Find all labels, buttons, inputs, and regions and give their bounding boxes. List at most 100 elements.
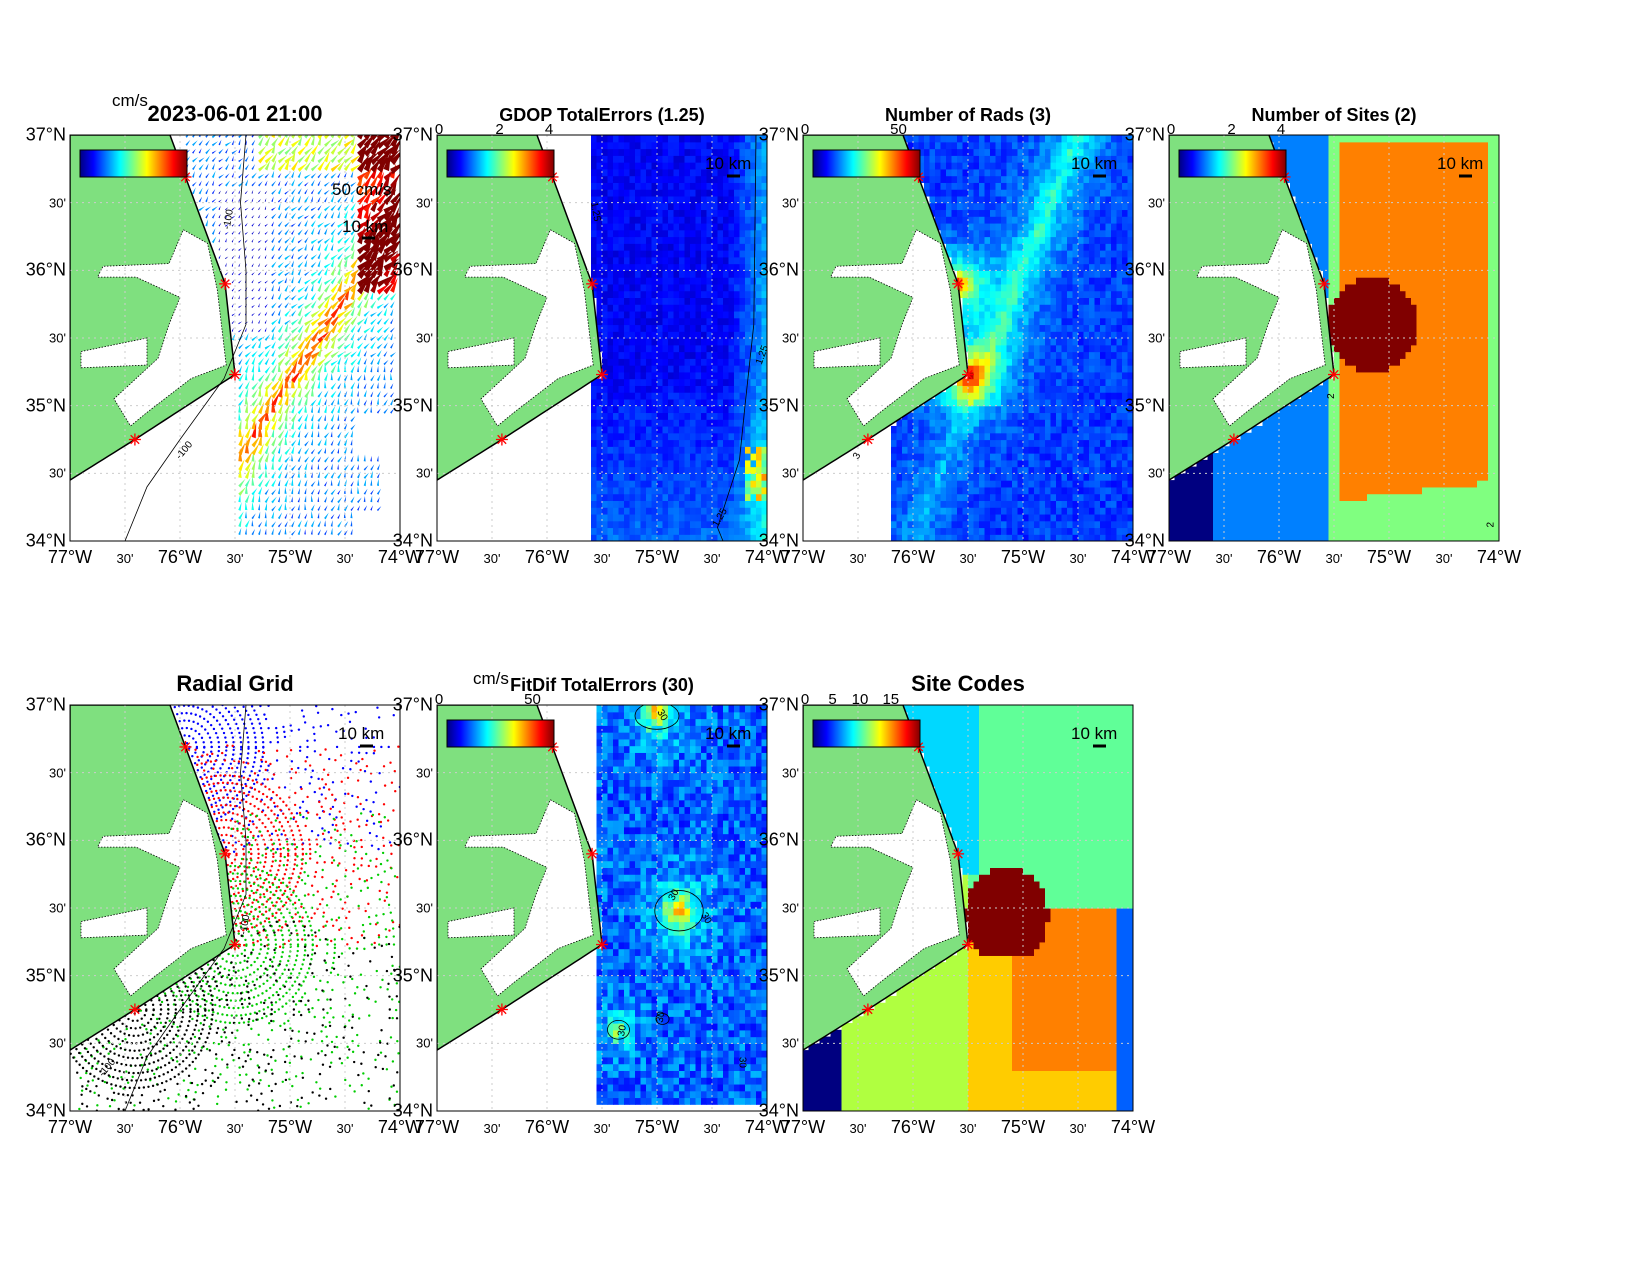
grid-cell — [662, 317, 669, 326]
grid-cell — [1006, 304, 1013, 312]
current-vector — [330, 360, 339, 366]
grid-cell — [602, 385, 609, 393]
grid-cell — [951, 155, 958, 163]
colorbar[interactable] — [79, 149, 188, 178]
current-vector — [350, 398, 353, 405]
grid-cell — [896, 486, 903, 495]
grid-cell — [1023, 473, 1030, 481]
grid-cell — [1050, 338, 1057, 346]
grid-cell — [979, 480, 986, 488]
grid-cell — [668, 162, 675, 170]
current-vector — [304, 135, 309, 139]
grid-cell — [990, 446, 997, 454]
grid-cell — [712, 256, 719, 265]
grid-cell — [1012, 317, 1019, 326]
current-vector — [350, 424, 356, 431]
grid-cell — [1072, 344, 1079, 353]
grid-cell — [995, 473, 1002, 481]
grid-cell — [946, 486, 953, 495]
grid-cell — [756, 216, 763, 224]
grid-cell — [651, 162, 658, 170]
grid-cell — [701, 534, 708, 541]
grid-cell — [624, 371, 631, 380]
grid-cell — [984, 405, 991, 414]
grid-cell — [1050, 148, 1057, 156]
grid-cell — [929, 520, 936, 529]
grid-cell — [1017, 135, 1024, 136]
grid-cell — [591, 195, 598, 204]
grid-cell — [662, 527, 669, 535]
grid-cell — [701, 250, 708, 258]
grid-cell — [1028, 182, 1035, 190]
grid-cell — [1050, 378, 1057, 386]
grid-cell — [717, 365, 724, 373]
grid-cell — [929, 500, 936, 508]
grid-cell — [635, 392, 642, 400]
grid-cell — [657, 297, 664, 305]
grid-cell — [896, 473, 903, 481]
grid-cell — [979, 466, 986, 474]
grid-cell — [662, 459, 669, 468]
current-vector — [337, 228, 343, 236]
grid-cell — [929, 195, 936, 204]
grid-cell — [596, 466, 603, 474]
lon-tick-label: 75°W — [634, 547, 680, 567]
grid-cell — [1061, 358, 1068, 366]
grid-cell — [706, 162, 713, 170]
grid-cell — [679, 216, 686, 224]
colorbar[interactable] — [446, 149, 555, 178]
current-vector — [271, 196, 274, 203]
grid-cell — [756, 202, 763, 211]
grid-cell — [962, 283, 969, 292]
grid-cell — [973, 236, 980, 244]
grid-cell — [646, 195, 653, 204]
grid-cell — [973, 155, 980, 163]
grid-cell — [957, 263, 964, 271]
grid-cell — [723, 412, 730, 420]
grid-cell — [673, 141, 680, 150]
grid-cell — [1045, 365, 1052, 373]
grid-cell — [1023, 534, 1030, 541]
current-vector — [192, 148, 196, 154]
current-vector — [350, 315, 358, 326]
current-vector — [238, 162, 242, 170]
current-vector — [258, 478, 264, 488]
grid-cell — [635, 283, 642, 292]
grid-cell — [1039, 338, 1046, 346]
grid-cell — [640, 520, 647, 529]
grid-cell — [668, 371, 675, 380]
current-vector — [330, 463, 333, 470]
grid-cell — [1006, 344, 1013, 353]
grid-cell — [635, 135, 642, 136]
grid-cell — [1001, 500, 1008, 508]
grid-cell — [1067, 344, 1074, 353]
grid-cell — [613, 141, 620, 150]
current-vector — [264, 528, 267, 535]
current-vector — [264, 190, 268, 194]
current-vector — [357, 365, 360, 373]
grid-cell — [968, 527, 975, 535]
grid-cell — [750, 243, 757, 251]
grid-cell — [984, 534, 991, 541]
grid-cell — [761, 297, 767, 305]
grid-cell — [712, 425, 719, 434]
grid-cell — [750, 459, 757, 468]
current-vector — [383, 350, 388, 357]
grid-cell — [968, 141, 975, 150]
current-vector — [297, 361, 306, 375]
grid-cell — [728, 290, 735, 298]
grid-cell — [618, 398, 625, 407]
grid-cell — [902, 459, 909, 468]
grid-cell — [651, 141, 658, 150]
current-vector — [350, 430, 354, 438]
grid-cell — [728, 412, 735, 420]
grid-cell — [657, 250, 664, 258]
current-vector — [363, 211, 371, 228]
grid-cell — [745, 392, 752, 400]
grid-cell — [624, 534, 631, 541]
grid-cell — [767, 318, 773, 325]
grid-cell — [706, 398, 713, 407]
grid-cell — [990, 317, 997, 326]
grid-cell — [935, 216, 942, 224]
grid-cell — [1001, 520, 1008, 529]
